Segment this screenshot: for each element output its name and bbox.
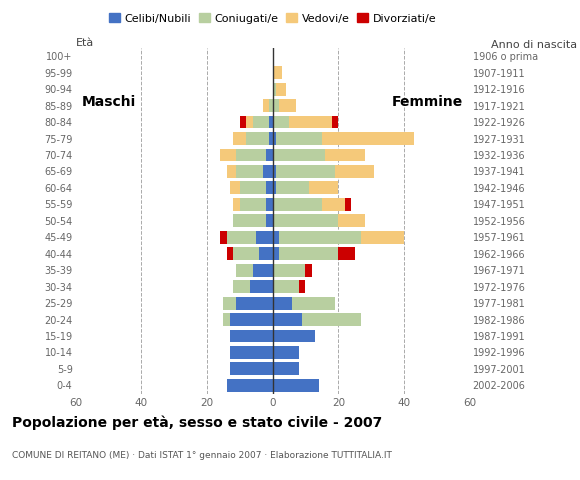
Bar [240, 198, 266, 211]
Bar [273, 247, 279, 260]
Bar [220, 148, 237, 161]
Bar [253, 264, 273, 276]
Bar [269, 116, 273, 129]
Bar [266, 198, 273, 211]
Bar [227, 247, 233, 260]
Bar [273, 165, 276, 178]
Bar [237, 297, 273, 310]
Bar [299, 280, 306, 293]
Bar [273, 66, 282, 79]
Bar [273, 379, 318, 392]
Bar [237, 148, 266, 161]
Bar [273, 346, 299, 359]
Bar [253, 116, 269, 129]
Bar [279, 99, 296, 112]
Bar [233, 215, 266, 227]
Bar [345, 198, 351, 211]
Bar [289, 116, 332, 129]
Bar [273, 264, 306, 276]
Bar [223, 297, 237, 310]
Bar [230, 346, 273, 359]
Bar [273, 198, 322, 211]
Bar [273, 313, 302, 326]
Bar [273, 83, 276, 96]
Bar [273, 297, 292, 310]
Bar [335, 165, 375, 178]
Bar [269, 132, 273, 145]
Bar [266, 148, 273, 161]
Bar [227, 165, 237, 178]
Bar [322, 198, 345, 211]
Bar [240, 181, 266, 194]
Bar [227, 379, 273, 392]
Text: Femmine: Femmine [392, 95, 463, 109]
Bar [273, 330, 316, 342]
Bar [246, 132, 269, 145]
Bar [237, 264, 253, 276]
Bar [273, 181, 276, 194]
Bar [233, 280, 249, 293]
Bar [273, 148, 325, 161]
Bar [266, 215, 273, 227]
Bar [306, 264, 312, 276]
Bar [338, 215, 365, 227]
Bar [279, 247, 338, 260]
Bar [273, 99, 279, 112]
Bar [276, 181, 309, 194]
Bar [273, 362, 299, 375]
Text: Anno di nascita: Anno di nascita [491, 40, 577, 50]
Bar [279, 231, 361, 244]
Bar [273, 132, 276, 145]
Bar [273, 215, 338, 227]
Bar [230, 313, 273, 326]
Bar [263, 99, 269, 112]
Bar [273, 231, 279, 244]
Bar [220, 231, 227, 244]
Bar [332, 116, 338, 129]
Text: Maschi: Maschi [82, 95, 136, 109]
Bar [227, 231, 256, 244]
Bar [230, 181, 240, 194]
Text: COMUNE DI REITANO (ME) · Dati ISTAT 1° gennaio 2007 · Elaborazione TUTTITALIA.IT: COMUNE DI REITANO (ME) · Dati ISTAT 1° g… [12, 451, 392, 460]
Bar [240, 116, 246, 129]
Bar [249, 280, 273, 293]
Bar [233, 247, 259, 260]
Bar [322, 132, 414, 145]
Bar [325, 148, 365, 161]
Bar [276, 132, 322, 145]
Bar [246, 116, 253, 129]
Bar [276, 165, 335, 178]
Bar [361, 231, 404, 244]
Bar [259, 247, 273, 260]
Bar [230, 362, 273, 375]
Bar [233, 198, 240, 211]
Bar [237, 165, 263, 178]
Bar [223, 313, 230, 326]
Bar [269, 99, 273, 112]
Legend: Celibi/Nubili, Coniugati/e, Vedovi/e, Divorziati/e: Celibi/Nubili, Coniugati/e, Vedovi/e, Di… [104, 9, 441, 28]
Bar [276, 83, 286, 96]
Bar [233, 132, 246, 145]
Bar [292, 297, 335, 310]
Bar [309, 181, 338, 194]
Bar [230, 330, 273, 342]
Text: Età: Età [75, 38, 93, 48]
Bar [256, 231, 273, 244]
Bar [273, 116, 289, 129]
Bar [338, 247, 355, 260]
Bar [302, 313, 361, 326]
Bar [266, 181, 273, 194]
Bar [263, 165, 273, 178]
Text: Popolazione per età, sesso e stato civile - 2007: Popolazione per età, sesso e stato civil… [12, 415, 382, 430]
Bar [273, 280, 299, 293]
